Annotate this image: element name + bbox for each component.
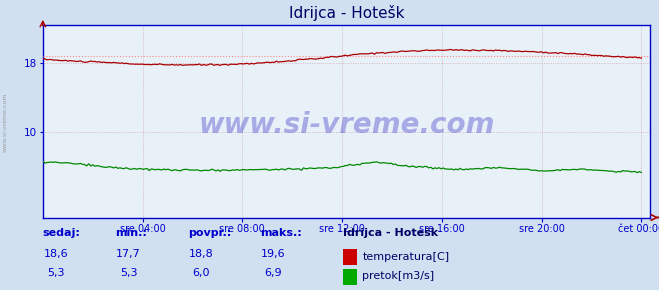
Text: Idrijca - Hotešk: Idrijca - Hotešk bbox=[343, 228, 438, 238]
Text: 6,9: 6,9 bbox=[265, 268, 282, 278]
Text: pretok[m3/s]: pretok[m3/s] bbox=[362, 271, 434, 281]
Text: min.:: min.: bbox=[115, 228, 147, 238]
Text: 19,6: 19,6 bbox=[261, 249, 286, 259]
Text: temperatura[C]: temperatura[C] bbox=[362, 252, 449, 262]
Title: Idrijca - Hotešk: Idrijca - Hotešk bbox=[289, 5, 405, 21]
Text: 17,7: 17,7 bbox=[116, 249, 141, 259]
Text: www.si-vreme.com: www.si-vreme.com bbox=[3, 92, 8, 152]
Text: sedaj:: sedaj: bbox=[43, 228, 80, 238]
Text: 18,6: 18,6 bbox=[43, 249, 69, 259]
Text: 18,8: 18,8 bbox=[188, 249, 214, 259]
Text: 6,0: 6,0 bbox=[192, 268, 210, 278]
Text: 5,3: 5,3 bbox=[120, 268, 137, 278]
Text: povpr.:: povpr.: bbox=[188, 228, 231, 238]
Text: www.si-vreme.com: www.si-vreme.com bbox=[198, 111, 495, 139]
Text: 5,3: 5,3 bbox=[47, 268, 65, 278]
Text: maks.:: maks.: bbox=[260, 228, 302, 238]
